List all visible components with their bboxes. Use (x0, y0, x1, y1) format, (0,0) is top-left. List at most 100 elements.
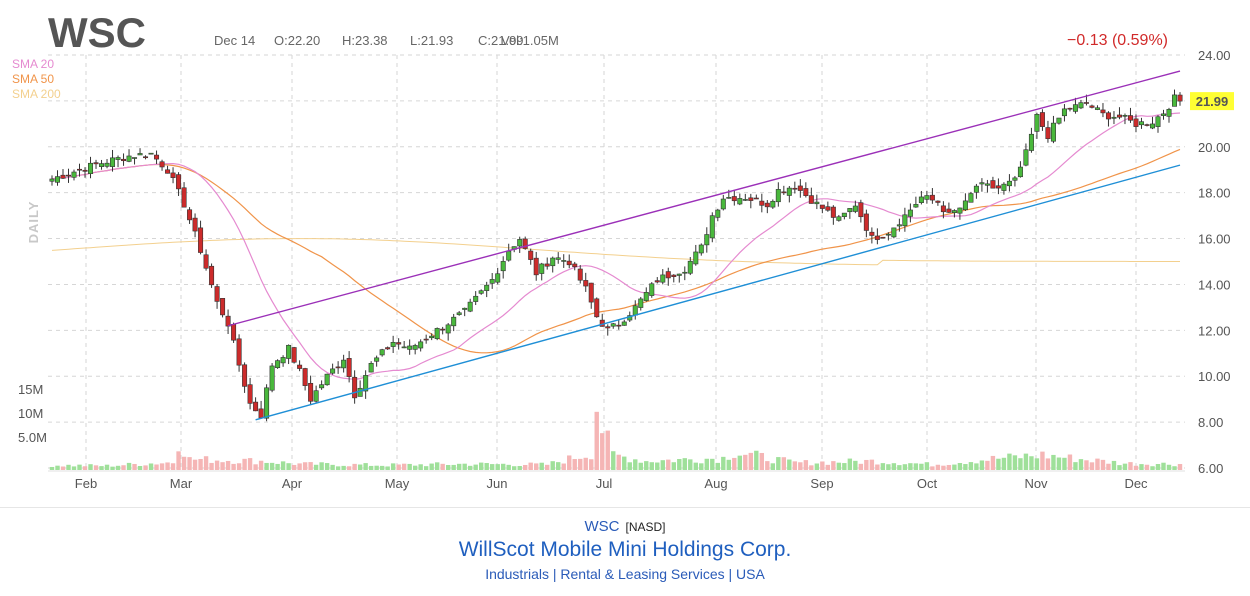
candle-body (858, 202, 864, 218)
candle (132, 157, 138, 165)
volume-bar (517, 466, 522, 470)
candle (1171, 89, 1177, 107)
candle (484, 281, 490, 298)
candle (110, 149, 116, 172)
candle-body (220, 298, 226, 316)
upper-trendline (227, 70, 1181, 327)
volume-bar (1051, 454, 1056, 470)
candle (533, 251, 539, 281)
volume-bar (550, 461, 555, 470)
candle-body (676, 273, 682, 276)
candle-body (77, 168, 83, 171)
candle-body (605, 326, 611, 329)
volume-bar (528, 462, 533, 470)
volume-bar (456, 463, 462, 470)
candle (990, 176, 996, 189)
candle (418, 339, 424, 352)
volume-bar (236, 463, 242, 470)
volume-bar (253, 464, 258, 470)
volume-bar (1078, 459, 1084, 470)
candle (594, 297, 600, 318)
candle (434, 327, 440, 341)
candle (709, 212, 715, 243)
candle (770, 199, 776, 209)
candle (187, 207, 193, 224)
candle (583, 272, 589, 292)
footer-symbol-link[interactable]: WSC (584, 518, 620, 535)
candle-body (379, 349, 385, 356)
candle-body (374, 357, 380, 362)
volume-bar (688, 459, 693, 470)
candle-body (572, 263, 578, 268)
volume-bar (462, 463, 467, 470)
candle-body (1111, 116, 1117, 119)
volume-bar (864, 459, 869, 470)
volume-bar (666, 459, 671, 470)
volume-bar (754, 450, 759, 470)
volume-bar (77, 464, 82, 470)
candle-body (709, 215, 715, 239)
candle (1028, 127, 1034, 153)
volume-bar (765, 461, 770, 470)
candle (1177, 92, 1183, 106)
ticker-symbol: WSC (48, 9, 146, 56)
candle (550, 256, 556, 273)
candle-body (1122, 115, 1128, 117)
candle-body (1089, 105, 1095, 108)
volume-bar (93, 465, 99, 470)
candle (451, 313, 457, 332)
candle (308, 375, 314, 405)
volume-bar (308, 462, 313, 470)
candle-body (753, 197, 759, 200)
volume-bar (1095, 458, 1100, 470)
candle-body (126, 155, 132, 162)
volume-bar (677, 459, 682, 470)
volume-bar (638, 462, 643, 470)
candle (1100, 103, 1106, 118)
candle-body (478, 290, 484, 294)
candle (77, 163, 83, 177)
candle-body (1138, 121, 1144, 126)
volume-bar (104, 464, 110, 470)
candle (1094, 105, 1100, 111)
axes: 24.0022.0020.0018.0016.0014.0012.0010.00… (18, 48, 1231, 491)
volume-bar (781, 457, 787, 470)
candle (473, 291, 479, 306)
candle (913, 196, 919, 208)
volume-bar (578, 458, 583, 470)
candle-body (280, 357, 286, 364)
company-name-link[interactable]: WillScot Mobile Mini Holdings Corp. (458, 538, 792, 561)
sector-industry-line[interactable]: Industrials | Rental & Leasing Services … (485, 566, 765, 582)
volume-bar (170, 463, 176, 470)
volume-bar (776, 457, 781, 470)
candle-body (357, 387, 363, 397)
volume-bar (1111, 460, 1117, 470)
candle-body (566, 260, 572, 266)
candle-body (951, 210, 957, 213)
candle (638, 296, 644, 311)
candle-body (588, 282, 594, 303)
candle-body (104, 162, 110, 167)
volume-bar (600, 433, 605, 470)
volume-bar (836, 462, 842, 470)
candle-body (913, 204, 919, 208)
candle-body (852, 205, 858, 212)
candle (1056, 117, 1062, 125)
volume-bar (126, 462, 132, 470)
candle-body (781, 191, 787, 194)
volume-bar (209, 462, 214, 470)
candle (836, 214, 842, 222)
candle-body (132, 157, 138, 159)
volume-bar (49, 466, 55, 470)
volume-bar (1040, 451, 1045, 470)
volume-bar (473, 464, 478, 470)
volume-bar (341, 465, 346, 470)
volume-bar (55, 465, 60, 470)
volume-bar (1034, 458, 1040, 470)
candle-body (544, 263, 550, 267)
candle-body (1028, 133, 1034, 151)
candle (379, 348, 385, 357)
candle-body (203, 254, 209, 269)
candle (165, 165, 171, 174)
candle (654, 277, 660, 284)
